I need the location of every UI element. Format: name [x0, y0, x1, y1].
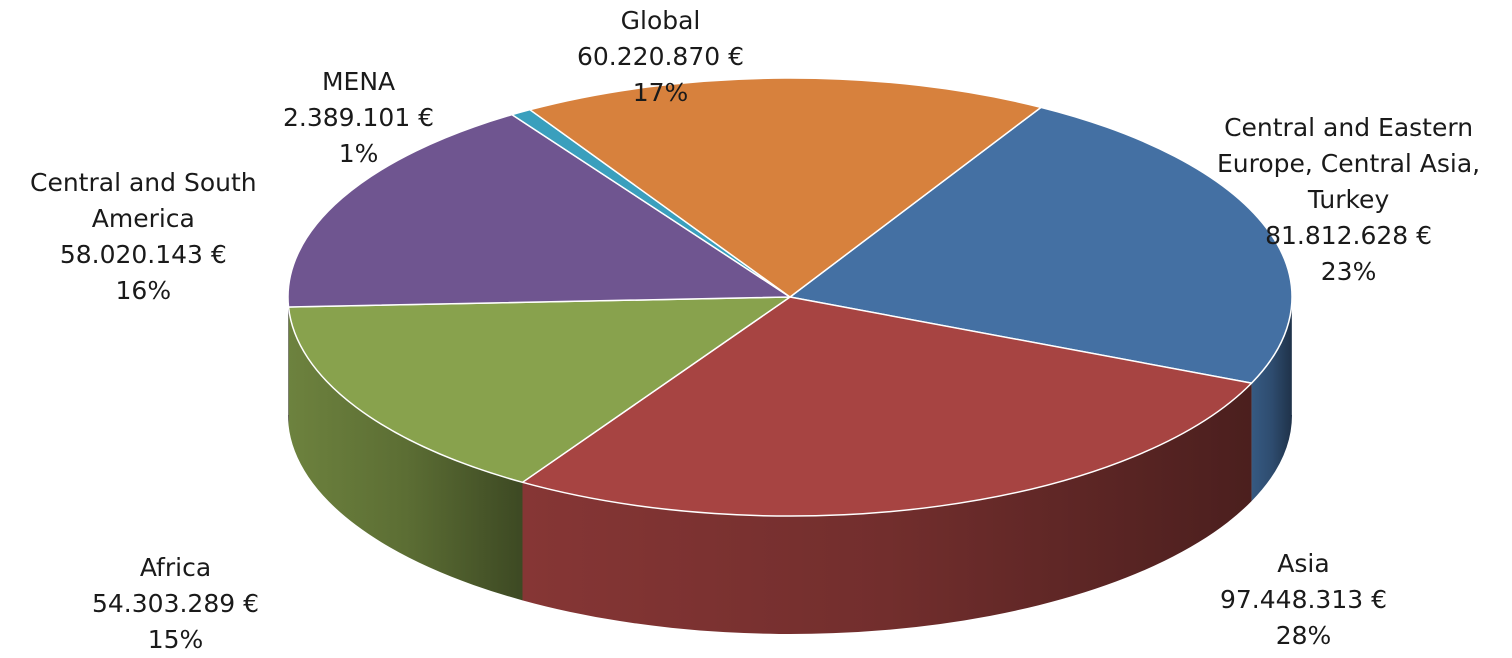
label-percent: 17%: [632, 78, 689, 107]
slice-central-and-south-america: [287, 113, 791, 308]
pie-rim-edge: [287, 297, 1293, 415]
label-name: Asia: [1277, 549, 1330, 578]
label-percent: 23%: [1320, 257, 1377, 286]
slice-side-africa: [288, 306, 523, 601]
pie-sides: [287, 297, 1293, 634]
slice-africa: [287, 296, 791, 484]
slice-side-central-and-south-america: [288, 297, 289, 425]
label-value: 97.448.313 €: [1220, 585, 1387, 614]
slice-asia: [521, 296, 1253, 517]
label-name: Africa: [139, 553, 212, 582]
label-name: Europe, Central Asia,: [1217, 149, 1481, 178]
data-label-africa: Africa 54.303.289 € 15%: [92, 550, 259, 658]
data-label-central-and-south-america: Central and South America 58.020.143 € 16%: [30, 165, 257, 309]
label-value: 81.812.628 €: [1265, 221, 1433, 250]
slice-side-asia: [522, 383, 1252, 634]
data-label-mena: MENA 2.389.101 € 1%: [283, 64, 434, 172]
data-label-global: Global 60.220.870 € 17%: [577, 3, 744, 111]
data-label-central-and-eastern-europe-central-asia-turkey: Central and Eastern Europe, Central Asia,…: [1217, 110, 1480, 290]
slice-central-and-eastern-europe-central-asia-turkey: [789, 106, 1293, 384]
label-name: MENA: [321, 67, 396, 96]
label-percent: 15%: [147, 625, 204, 654]
pie-top-faces: [287, 77, 1293, 517]
label-name: Global: [620, 6, 701, 35]
data-label-asia: Asia 97.448.313 € 28%: [1220, 546, 1387, 654]
label-value: 58.020.143 €: [59, 240, 227, 269]
label-value: 2.389.101 €: [283, 103, 435, 132]
label-name: Central and Eastern: [1224, 113, 1474, 142]
label-percent: 1%: [338, 139, 379, 168]
slice-global: [529, 77, 1042, 298]
label-name: Turkey: [1307, 185, 1390, 214]
label-name: America: [91, 204, 195, 233]
label-percent: 16%: [115, 276, 172, 305]
label-value: 60.220.870 €: [577, 42, 744, 71]
label-value: 54.303.289 €: [92, 589, 259, 618]
label-name: Central and South: [30, 168, 257, 197]
label-percent: 28%: [1275, 621, 1332, 650]
slice-side-central-and-eastern-europe-central-asia-turkey: [1251, 297, 1292, 502]
